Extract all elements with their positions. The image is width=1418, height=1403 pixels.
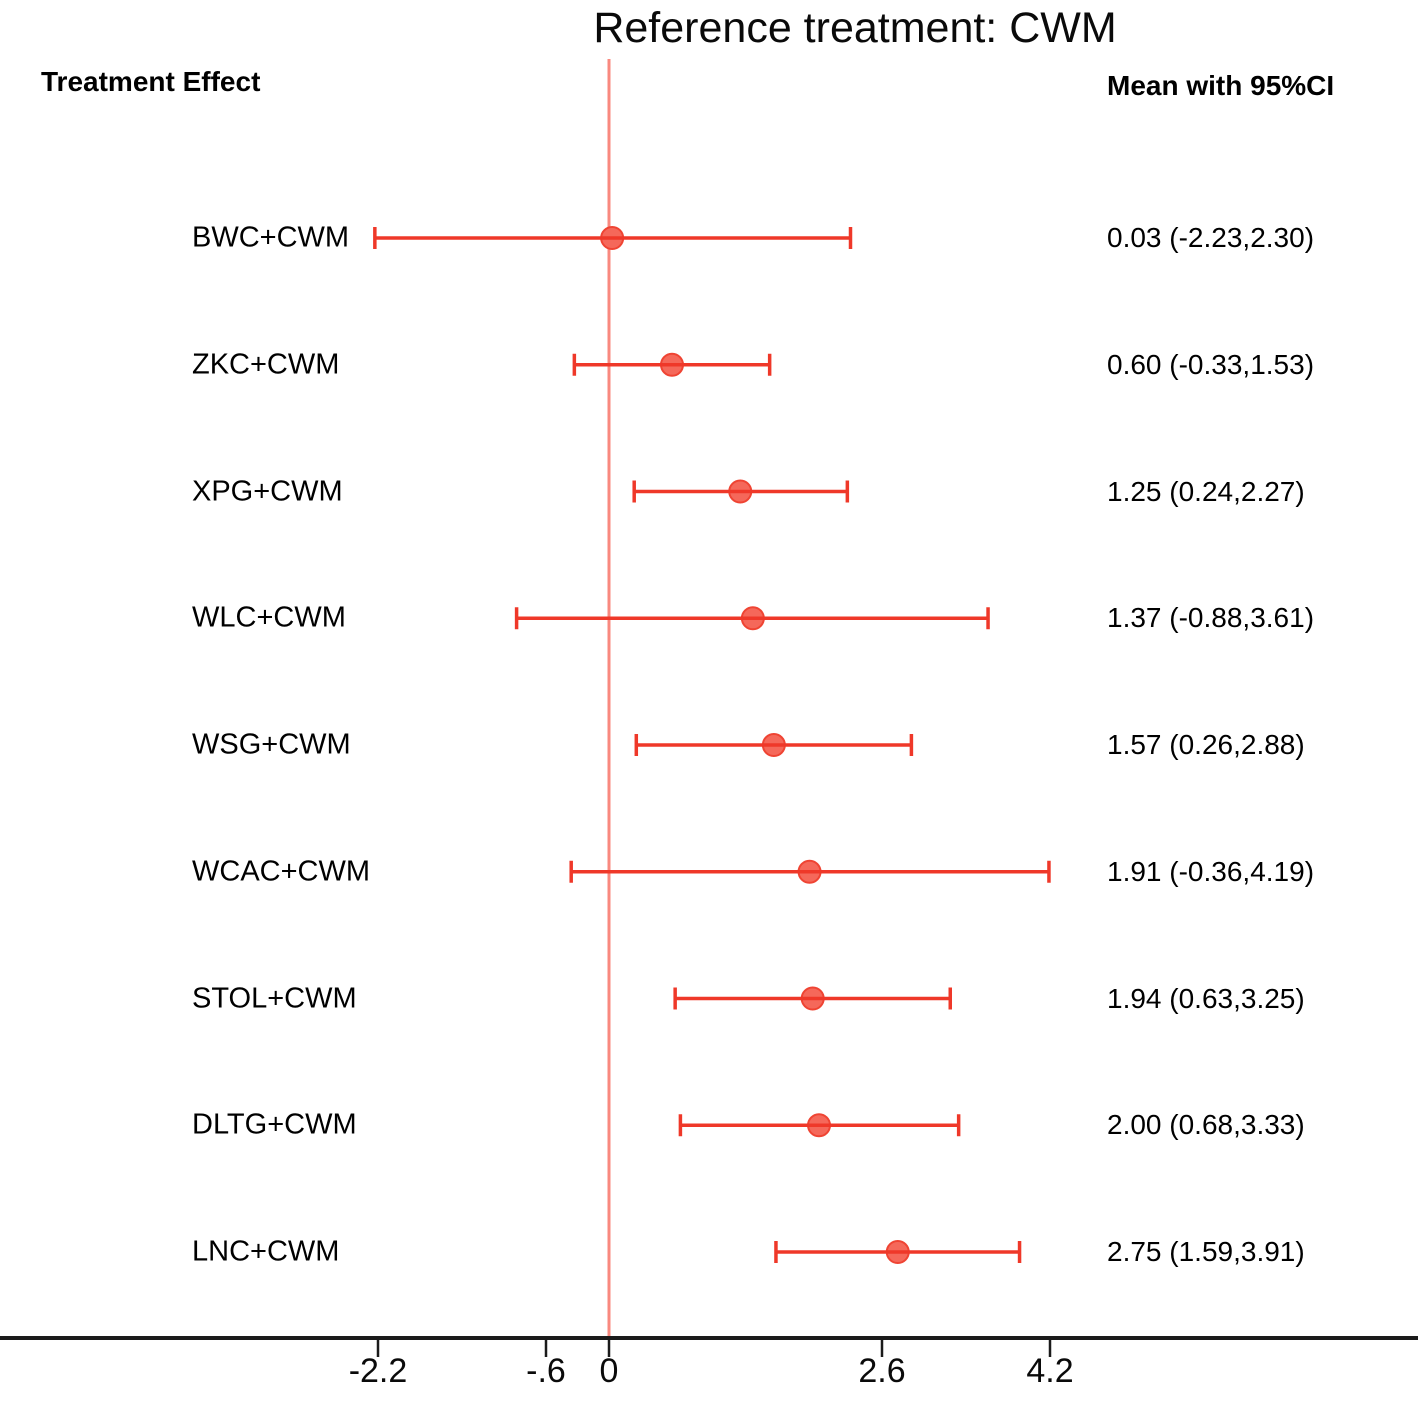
treatment-label: LNC+CWM [192,1235,340,1268]
mean-ci-value: 2.75 (1.59,3.91) [1107,1236,1305,1267]
mean-ci-value: 1.25 (0.24,2.27) [1107,475,1305,507]
x-tick-label: 2.6 [858,1352,906,1390]
treatment-label: ZKC+CWM [192,348,340,381]
error-bar-row [569,859,1051,884]
mean-ci-value: 0.60 (-0.33,1.53) [1107,348,1315,380]
mean-ci-value: 1.91 (-0.36,4.19) [1107,855,1315,887]
chart-title: Reference treatment: CWM [593,4,1117,52]
x-tick-label: -2.2 [348,1352,408,1390]
treatment-label: WLC+CWM [192,601,346,634]
treatment-label: XPG+CWM [192,475,343,507]
mean-ci-value: 0.03 (-2.23,2.30) [1107,222,1315,253]
error-bar-row [678,1113,961,1138]
mean-ci-value: 2.00 (0.68,3.33) [1107,1109,1305,1141]
error-bar-row [634,733,914,757]
treatment-effect-header: Treatment Effect [41,66,261,97]
x-tick-label: -.6 [526,1352,566,1390]
treatment-label: DLTG+CWM [192,1108,357,1141]
mean-ci-value: 1.94 (0.63,3.25) [1107,982,1305,1014]
error-bar-row [572,352,772,377]
mean-ci-value: 1.57 (0.26,2.88) [1107,729,1305,760]
error-bar-row [673,986,952,1011]
error-bar-row [373,226,853,250]
mean-ci-value: 1.37 (-0.88,3.61) [1107,602,1315,634]
x-tick-label: 4.2 [1026,1352,1074,1390]
treatment-label: WCAC+CWM [192,855,371,888]
x-tick-label: 0 [599,1352,619,1390]
error-bar-row [514,606,990,631]
treatment-label: STOL+CWM [192,982,357,1014]
treatment-label: WSG+CWM [192,728,351,761]
error-bar-row [774,1240,1022,1264]
error-bar-row [632,479,850,504]
mean-ci-header: Mean with 95%CI [1107,70,1335,101]
treatment-label: BWC+CWM [192,221,350,254]
